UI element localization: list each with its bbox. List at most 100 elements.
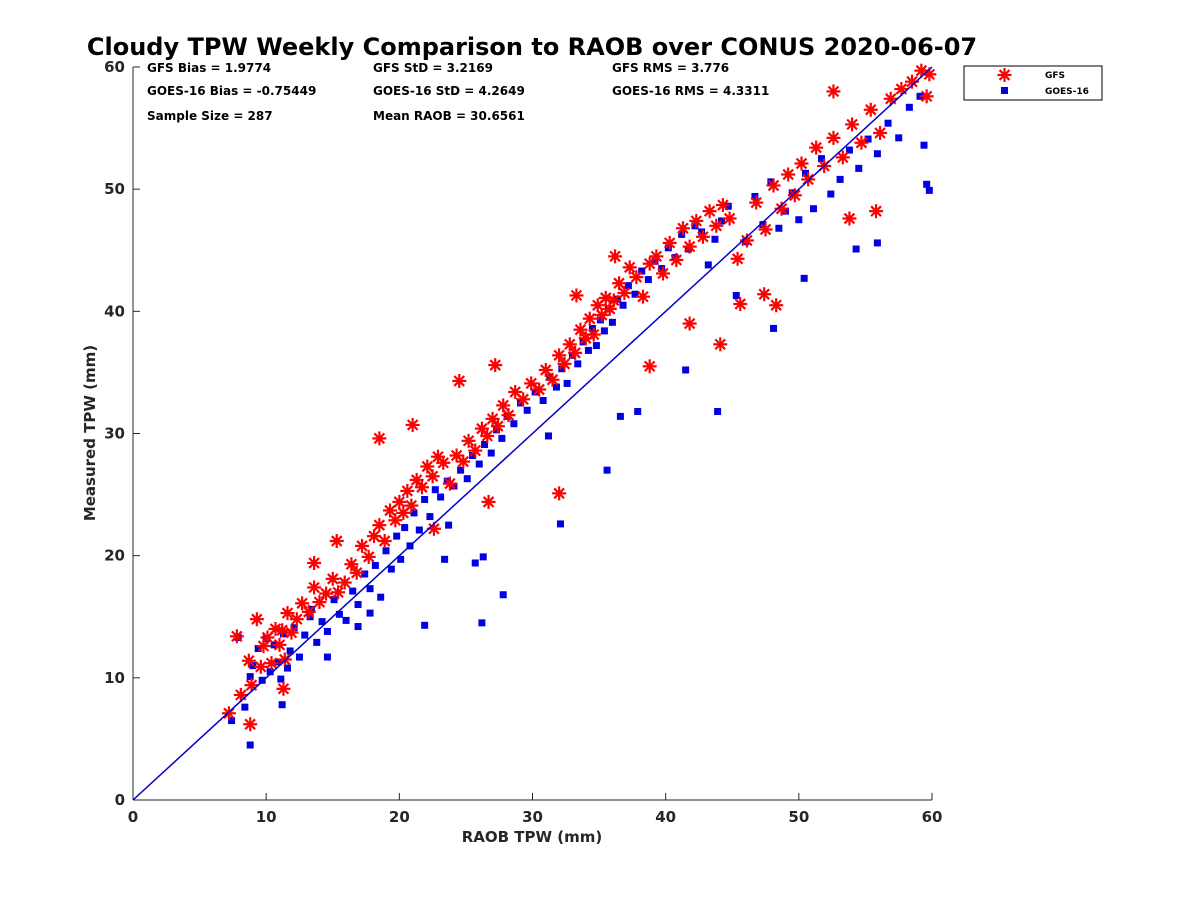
goes16-point: [498, 434, 506, 442]
gfs-point: [367, 529, 382, 544]
gfs-point: [501, 408, 516, 423]
legend-box: [963, 65, 1103, 101]
goes16-point: [770, 324, 778, 332]
gfs-point: [612, 276, 627, 291]
gfs-point: [758, 222, 773, 237]
gfs-point: [669, 253, 684, 268]
goes16-point: [342, 616, 350, 624]
x-tick-label: 60: [922, 808, 943, 826]
goes16-point: [377, 593, 385, 601]
chart-title: Cloudy TPW Weekly Comparison to RAOB ove…: [87, 33, 977, 61]
gfs-point: [842, 211, 857, 226]
y-tick-label: 60: [104, 58, 125, 76]
goes16-point: [905, 103, 913, 111]
goes16-point: [246, 673, 254, 681]
goes16-point: [698, 228, 706, 236]
goes16-point: [426, 513, 434, 521]
gfs-point: [749, 195, 764, 210]
goes16-point: [711, 235, 719, 243]
legend-gfs-label: GFS: [1045, 71, 1065, 81]
gfs-point: [569, 288, 584, 303]
gfs-point: [372, 518, 387, 533]
gfs-point: [420, 459, 435, 474]
goes16-point: [510, 420, 518, 428]
gfs-point: [730, 251, 745, 266]
goes16-point: [481, 440, 489, 448]
x-tick-label: 0: [128, 808, 138, 826]
gfs-point: [405, 417, 420, 432]
gfs-point: [474, 421, 489, 436]
goes16-point: [290, 624, 298, 632]
goes16-point: [475, 460, 483, 468]
goes16-point: [563, 379, 571, 387]
gfs-point: [425, 469, 440, 484]
goes16-point: [277, 675, 285, 683]
goes16-point: [624, 282, 632, 290]
goes16-point: [457, 466, 465, 474]
goes16-point: [603, 466, 611, 474]
gfs-point: [383, 503, 398, 518]
x-tick-label: 20: [389, 808, 410, 826]
goes16-point: [523, 406, 531, 414]
gfs-point: [461, 433, 476, 448]
gfs-point: [449, 448, 464, 463]
gfs-point: [675, 221, 690, 236]
goes16-point: [873, 239, 881, 247]
goes16-point: [732, 291, 740, 299]
gfs-point: [244, 678, 259, 693]
gfs-point: [532, 382, 547, 397]
gfs-point: [695, 229, 710, 244]
gfs-point: [496, 398, 511, 413]
gfs-point: [586, 327, 601, 342]
gfs-point: [452, 373, 467, 388]
goes16-point: [596, 316, 604, 324]
gfs-point: [662, 235, 677, 250]
gfs-point: [826, 84, 841, 99]
gfs-point: [682, 316, 697, 331]
goes16-point: [254, 645, 262, 653]
legend: GFS GOES-16: [963, 65, 1103, 101]
goes16-point: [751, 192, 759, 200]
goes16-point: [431, 486, 439, 494]
gfs-point: [361, 549, 376, 564]
gfs-point: [307, 555, 322, 570]
gfs-point: [243, 717, 258, 732]
goes16-point: [366, 609, 374, 617]
stat-goes-bias: GOES-16 Bias = -0.75449: [147, 84, 316, 98]
gfs-point: [794, 156, 809, 171]
stat-gfs-std: GFS StD = 3.2169: [373, 61, 493, 75]
plot-area: 0 10 20 30 40 50 60 0 10 20 30 40 50 60 GFS Bias = 1.…: [104, 58, 942, 826]
gfs-point: [845, 117, 860, 132]
goes16-point: [258, 676, 266, 684]
gfs-point: [689, 213, 704, 228]
gfs-point: [289, 612, 304, 627]
gfs-point: [622, 260, 637, 275]
goes16-point: [852, 245, 860, 253]
gfs-point: [649, 249, 664, 264]
goes16-point: [873, 150, 881, 158]
axis-ticks: 0 10 20 30 40 50 60 0 10 20 30 40 50 60: [104, 58, 942, 826]
stat-sample-size: Sample Size = 287: [147, 109, 273, 123]
goes16-point: [437, 493, 445, 501]
goes16-point: [361, 570, 369, 578]
goes16-point: [658, 265, 666, 273]
goes16-point: [349, 587, 357, 595]
goes16-point: [278, 701, 286, 709]
gfs-point: [781, 167, 796, 182]
gfs-point: [349, 565, 364, 580]
goes16-point: [544, 432, 552, 440]
gfs-point: [264, 656, 279, 671]
x-tick-label: 50: [788, 808, 809, 826]
gfs-point: [552, 486, 567, 501]
goes16-point: [795, 216, 803, 224]
gfs-point: [233, 687, 248, 702]
goes16-point: [371, 561, 379, 569]
gfs-point: [869, 204, 884, 219]
goes16-point: [241, 703, 249, 711]
gfs-point: [377, 534, 392, 549]
goes16-point: [634, 408, 642, 416]
y-tick-label: 20: [104, 547, 125, 565]
goes16-point: [608, 318, 616, 326]
goes16-point: [631, 290, 639, 298]
x-tick-label: 40: [655, 808, 676, 826]
